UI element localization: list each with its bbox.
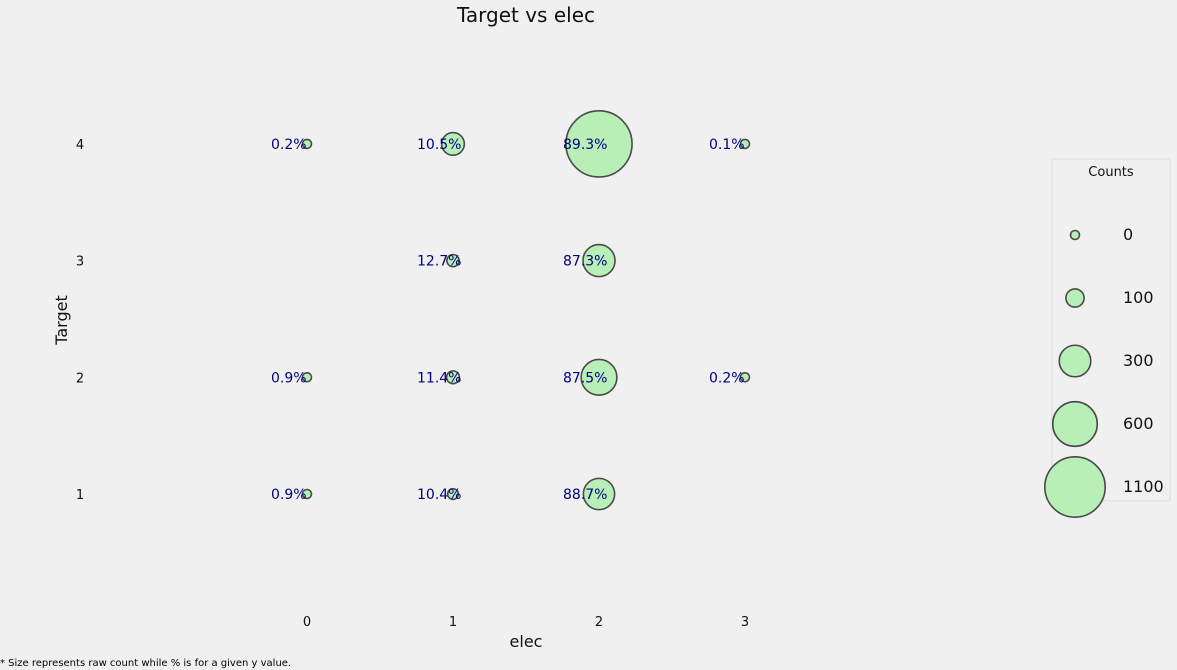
percent-label: 11.4% bbox=[417, 370, 461, 386]
bubble-point bbox=[301, 488, 313, 500]
percent-label: 10.5% bbox=[417, 137, 461, 153]
y-tick-label: 4 bbox=[76, 138, 84, 153]
y-tick-label: 1 bbox=[76, 488, 84, 503]
bubble-point bbox=[446, 253, 460, 268]
bubble-point bbox=[301, 371, 313, 383]
x-tick-label: 1 bbox=[449, 615, 457, 630]
bubble-point bbox=[582, 243, 616, 278]
legend-label: 600 bbox=[1123, 414, 1154, 433]
legend-label: 100 bbox=[1123, 288, 1154, 307]
percent-label: 0.9% bbox=[271, 487, 307, 503]
percent-label: 87.5% bbox=[563, 370, 607, 386]
percent-label: 88.7% bbox=[563, 487, 607, 503]
percent-label: 12.7% bbox=[417, 254, 461, 270]
bubble-point bbox=[739, 138, 751, 150]
footnote: * Size represents raw count while % is f… bbox=[0, 658, 292, 669]
y-axis-ticks: 1 2 3 4 bbox=[76, 138, 84, 503]
percent-label: 0.2% bbox=[709, 370, 745, 386]
y-axis-label: Target bbox=[52, 295, 71, 346]
legend-bubble bbox=[1065, 288, 1085, 308]
percent-labels: 0.2% 10.5% 89.3% 0.1% 12.7% 87.3% 0.9% 11.4% 87.… bbox=[271, 137, 745, 503]
bubble-point bbox=[445, 370, 461, 385]
legend: Counts 0 100 300 600 1100 bbox=[1044, 158, 1171, 518]
legend-entries: 0 100 300 600 1100 bbox=[1044, 225, 1164, 518]
legend-label: 0 bbox=[1123, 225, 1133, 244]
x-tick-label: 3 bbox=[741, 615, 749, 630]
y-tick-label: 3 bbox=[76, 255, 84, 270]
legend-bubble bbox=[1051, 400, 1099, 448]
legend-bubble bbox=[1069, 229, 1081, 241]
x-tick-label: 2 bbox=[595, 615, 603, 630]
percent-label: 89.3% bbox=[563, 137, 607, 153]
bubble-point bbox=[440, 131, 466, 157]
legend-bubble bbox=[1058, 344, 1092, 378]
y-tick-label: 2 bbox=[76, 371, 84, 386]
bubble-point bbox=[301, 138, 313, 150]
x-axis-label: elec bbox=[510, 632, 543, 651]
bubble-point bbox=[739, 371, 751, 383]
legend-label: 1100 bbox=[1123, 477, 1164, 496]
x-tick-label: 0 bbox=[303, 615, 311, 630]
percent-label: 87.3% bbox=[563, 254, 607, 270]
percent-label: 10.4% bbox=[417, 487, 461, 503]
legend-title: Counts bbox=[1088, 165, 1134, 180]
percent-label: 0.9% bbox=[271, 370, 307, 386]
x-axis-ticks: 0 1 2 3 bbox=[303, 615, 749, 630]
chart-title: Target vs elec bbox=[456, 3, 595, 27]
bubbles bbox=[301, 110, 751, 511]
bubble-point bbox=[446, 487, 460, 501]
bubble-point bbox=[580, 358, 618, 396]
legend-bubble bbox=[1044, 456, 1106, 518]
bubble-point bbox=[565, 110, 633, 178]
percent-label: 0.1% bbox=[709, 137, 745, 153]
percent-label: 0.2% bbox=[271, 137, 307, 153]
legend-frame bbox=[1051, 158, 1171, 502]
bubble-point bbox=[582, 477, 616, 511]
legend-label: 300 bbox=[1123, 351, 1154, 370]
